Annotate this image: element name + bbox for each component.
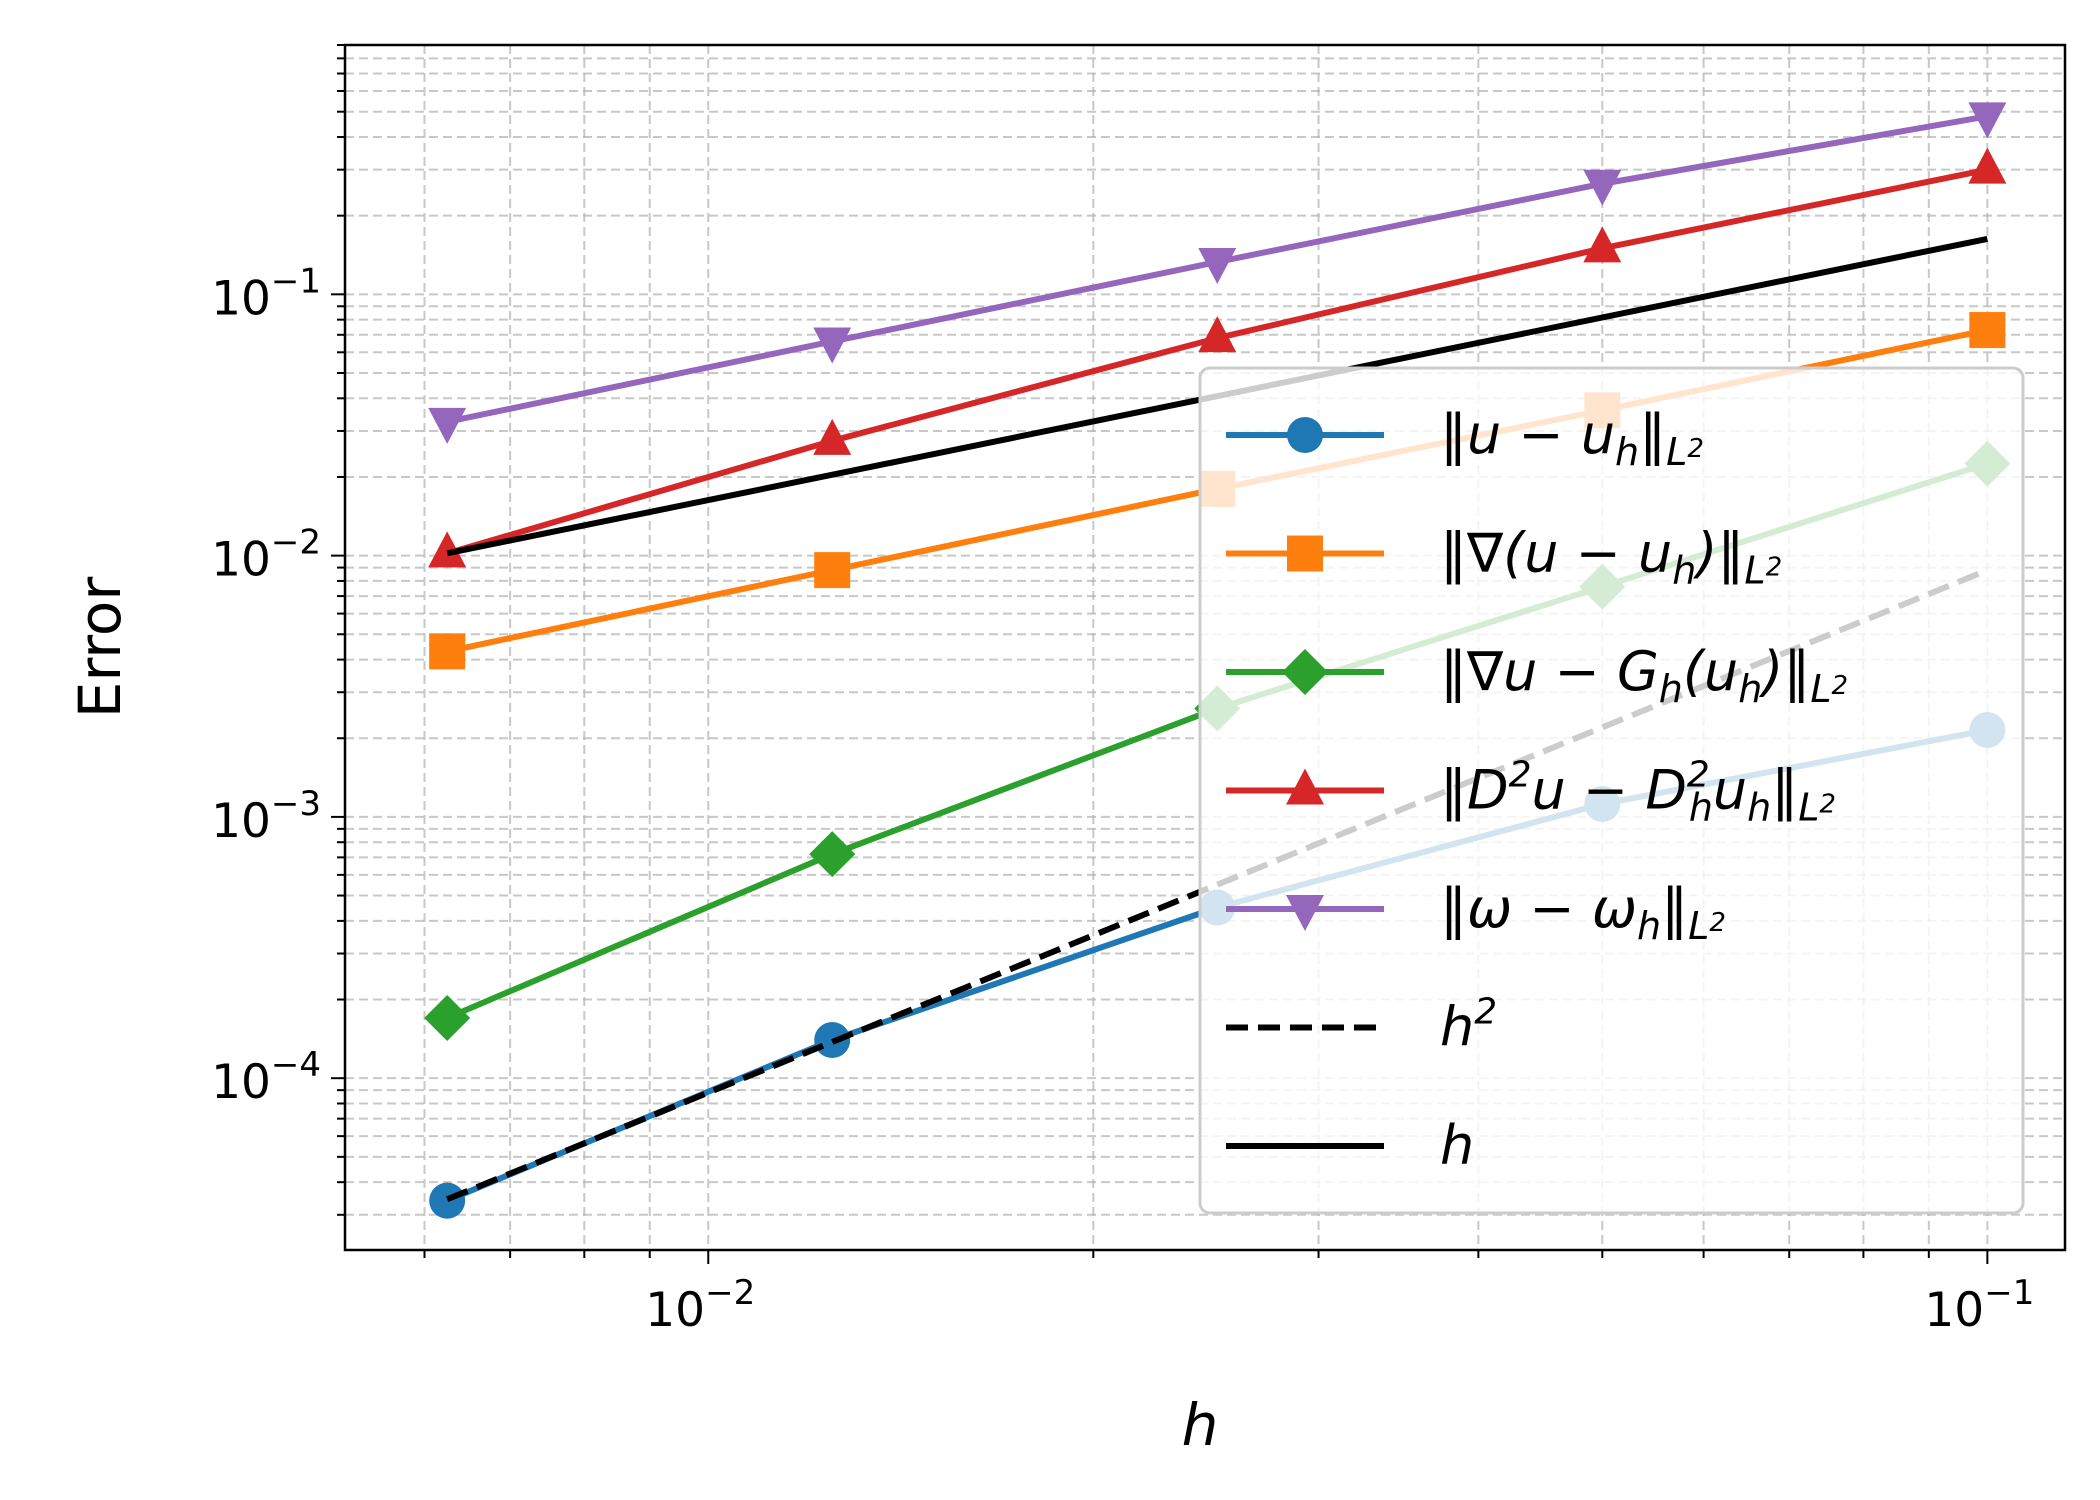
legend-marker [1287,535,1323,572]
legend-entry-5: ‖ω − ωh‖L2 [1226,877,1726,948]
data-point [428,531,467,568]
legend: ‖u − uh‖L2 ‖∇(u − uh)‖L2 ‖∇u − Gh(uh)‖L2 ‖D… [1198,366,2025,1215]
series-4 [428,147,2007,568]
y-tick-label: 10−1 [211,261,321,326]
legend-label: ‖∇(u − uh)‖L2 [1440,522,1782,593]
data-point [1198,316,1237,353]
data-point [813,418,852,455]
y-tick-label: 10−4 [211,1045,321,1110]
axes: 10−2 10−1 10−4 10−3 10−2 10−1 h Error [66,43,2067,1459]
data-point [428,407,467,444]
data-point [429,1182,466,1219]
legend-entry-1: ‖u − uh‖L2 [1226,403,1704,474]
data-point [1583,169,1622,206]
legend-marker [1286,768,1324,805]
data-point [424,994,471,1041]
data-point [1969,312,2006,349]
data-point [1198,247,1237,284]
data-point [1968,102,2007,139]
data-point [1968,147,2007,184]
data-point [809,831,856,878]
legend-label: h [1440,1114,1474,1177]
legend-entry-6: h2 [1226,992,1497,1059]
series-5 [428,102,2007,444]
x-tick-label: 10−2 [645,1273,755,1338]
data-point [814,552,851,589]
data-point [429,633,466,670]
legend-entry-3: ‖∇u − Gh(uh)‖L2 [1226,640,1848,711]
legend-entry-2: ‖∇(u − uh)‖L2 [1226,522,1782,593]
legend-entry-7: h [1226,1114,1474,1177]
legend-entry-4: ‖D2u − D2 huh‖L2 [1226,755,1836,830]
legend-label: h2 [1440,992,1497,1059]
data-point [1583,226,1622,263]
x-tick-label: 10−1 [1924,1273,2034,1338]
y-tick-label: 10−2 [211,523,321,588]
x-axis-label: h [1182,1391,1219,1459]
legend-marker [1282,649,1328,695]
legend-label: ‖D2u − D2 huh‖L2 [1440,755,1836,830]
legend-label: ‖ω − ωh‖L2 [1440,877,1726,948]
y-axis-label: Error [66,577,134,719]
legend-label: ‖∇u − Gh(uh)‖L2 [1440,640,1848,711]
legend-marker [1286,895,1324,931]
plot-frame [343,43,2067,1252]
y-tick-label: 10−3 [211,784,321,849]
legend-label: ‖u − uh‖L2 [1440,403,1704,474]
legend-marker [1287,417,1323,453]
data-point [813,327,852,364]
legend-box [1198,366,2025,1215]
